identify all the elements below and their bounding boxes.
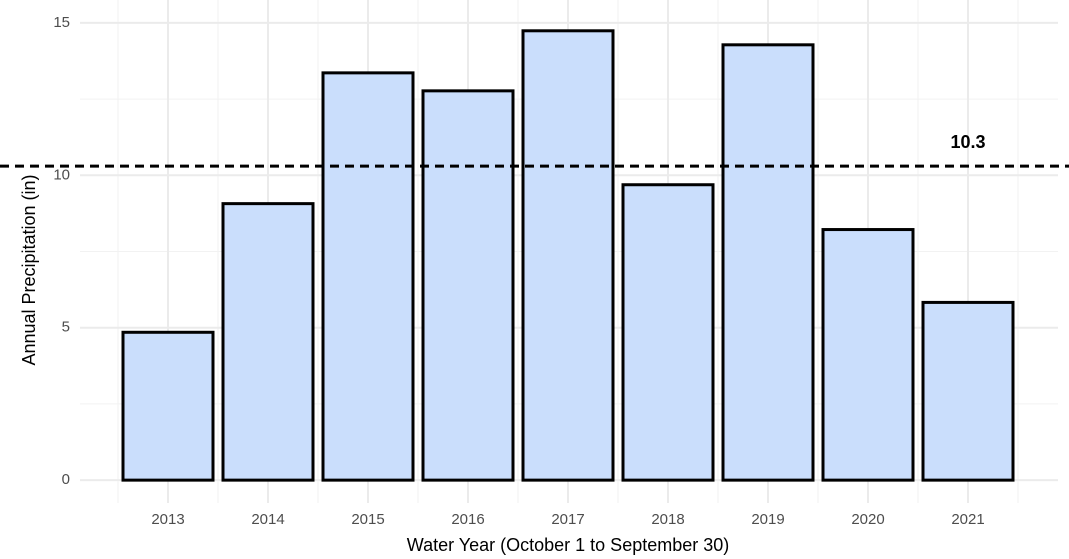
y-tick-label: 5 xyxy=(62,319,70,336)
y-axis-title: Annual Precipitation (in) xyxy=(19,174,39,365)
bar xyxy=(321,71,415,482)
bar xyxy=(621,183,715,482)
reference-label: 10.3 xyxy=(950,132,985,152)
bar xyxy=(821,228,915,482)
bar xyxy=(521,29,615,482)
x-tick-label: 2018 xyxy=(651,511,684,528)
x-tick-label: 2017 xyxy=(551,511,584,528)
y-tick-label: 0 xyxy=(62,471,70,488)
bar xyxy=(121,330,215,482)
x-tick-label: 2019 xyxy=(751,511,784,528)
bar xyxy=(421,89,515,482)
x-tick-label: 2021 xyxy=(951,511,984,528)
x-tick-label: 2013 xyxy=(151,511,184,528)
bar xyxy=(721,43,815,482)
x-tick-label: 2016 xyxy=(451,511,484,528)
x-tick-label: 2015 xyxy=(351,511,384,528)
y-tick-label: 10 xyxy=(53,166,70,183)
bar xyxy=(921,300,1015,482)
x-tick-label: 2020 xyxy=(851,511,884,528)
bar xyxy=(221,202,315,482)
y-tick-label: 15 xyxy=(53,14,70,31)
x-tick-label: 2014 xyxy=(251,511,284,528)
x-axis-title: Water Year (October 1 to September 30) xyxy=(407,535,730,555)
